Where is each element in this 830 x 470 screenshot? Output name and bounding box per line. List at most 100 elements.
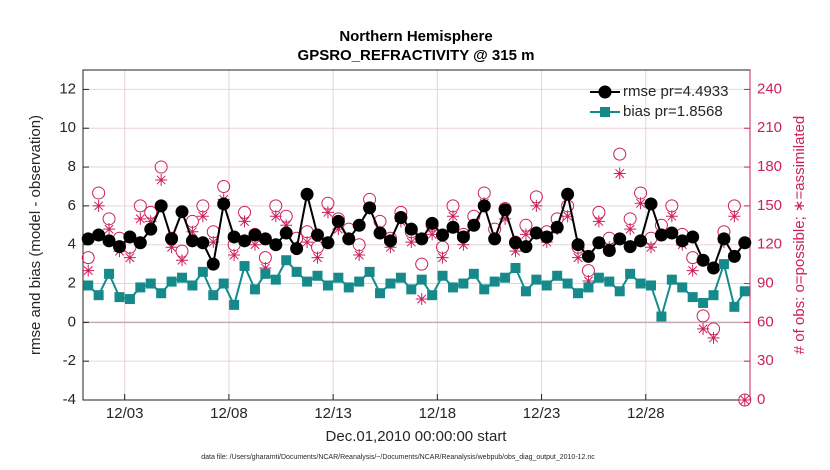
point <box>717 232 731 246</box>
series-line <box>87 258 746 320</box>
point <box>581 249 595 263</box>
y-tick-label: 6 <box>68 197 76 214</box>
legend-marker <box>598 85 612 99</box>
point <box>133 199 147 213</box>
point <box>301 236 314 249</box>
point <box>571 238 585 252</box>
point <box>134 212 147 225</box>
point <box>186 225 199 238</box>
x-tick-label: 12/18 <box>419 405 457 422</box>
point <box>102 234 116 248</box>
point <box>727 249 741 263</box>
y-tick-label: 4 <box>68 236 76 253</box>
point <box>686 230 700 244</box>
point <box>581 264 595 278</box>
point <box>477 199 491 213</box>
x-axis-label: Dec.01,2010 00:00:00 start <box>326 428 508 445</box>
point <box>489 276 500 287</box>
point <box>498 203 512 217</box>
point <box>281 255 292 266</box>
point <box>613 167 626 180</box>
point <box>185 234 199 248</box>
point <box>666 274 677 285</box>
point <box>394 211 408 225</box>
point <box>458 278 469 289</box>
point <box>124 294 135 305</box>
point <box>92 228 106 242</box>
point <box>436 228 450 242</box>
point <box>332 223 345 236</box>
point <box>415 232 429 246</box>
point <box>552 270 563 281</box>
point <box>623 240 637 254</box>
point <box>509 245 522 258</box>
point <box>446 220 460 234</box>
point <box>644 197 658 211</box>
y2-tick-label: 120 <box>757 236 782 253</box>
point <box>415 293 428 306</box>
point <box>311 251 324 264</box>
point <box>447 282 458 293</box>
point <box>279 226 293 240</box>
point <box>427 290 438 301</box>
point <box>290 242 304 256</box>
point <box>708 290 719 301</box>
point <box>707 261 721 275</box>
point <box>738 394 751 406</box>
point <box>81 251 95 265</box>
point <box>176 254 189 267</box>
point <box>687 292 698 303</box>
point <box>520 286 531 297</box>
point <box>426 228 439 241</box>
point <box>123 230 137 244</box>
point <box>531 274 542 285</box>
point <box>415 257 429 271</box>
legend-label: rmse pr=4.4933 <box>623 83 728 100</box>
point <box>707 331 720 344</box>
x-tick-label: 12/13 <box>314 405 352 422</box>
point <box>114 292 125 303</box>
chart-title: Northern Hemisphere <box>339 28 492 45</box>
point <box>342 232 356 246</box>
point <box>583 282 594 293</box>
point <box>634 186 648 200</box>
y2-tick-label: 180 <box>757 158 782 175</box>
point <box>654 228 668 242</box>
point <box>436 240 450 254</box>
point <box>156 288 167 299</box>
point <box>177 272 188 283</box>
y2-tick-label: 210 <box>757 119 782 136</box>
point <box>260 268 271 279</box>
y-tick-label: -2 <box>63 352 76 369</box>
point <box>238 215 251 228</box>
point <box>165 232 179 246</box>
point <box>510 263 521 273</box>
point <box>592 236 606 250</box>
point <box>133 236 147 250</box>
point <box>550 220 564 234</box>
point <box>217 179 231 193</box>
point <box>499 212 512 225</box>
point <box>540 230 554 244</box>
point <box>613 147 627 161</box>
point <box>187 280 198 291</box>
point <box>165 241 178 254</box>
point <box>395 272 406 283</box>
y2-tick-label: 0 <box>757 391 765 408</box>
point <box>738 236 752 250</box>
point <box>519 228 532 241</box>
point <box>166 276 177 287</box>
point <box>572 251 585 264</box>
point <box>728 210 741 223</box>
point <box>385 278 396 289</box>
point <box>634 197 647 210</box>
point <box>123 251 136 264</box>
chart-subtitle: GPSRO_REFRACTIVITY @ 315 m <box>298 47 535 64</box>
point <box>383 234 397 248</box>
point <box>604 276 615 287</box>
point <box>280 219 293 232</box>
point <box>92 186 106 200</box>
x-tick-label: 12/28 <box>627 405 665 422</box>
point <box>343 282 354 293</box>
